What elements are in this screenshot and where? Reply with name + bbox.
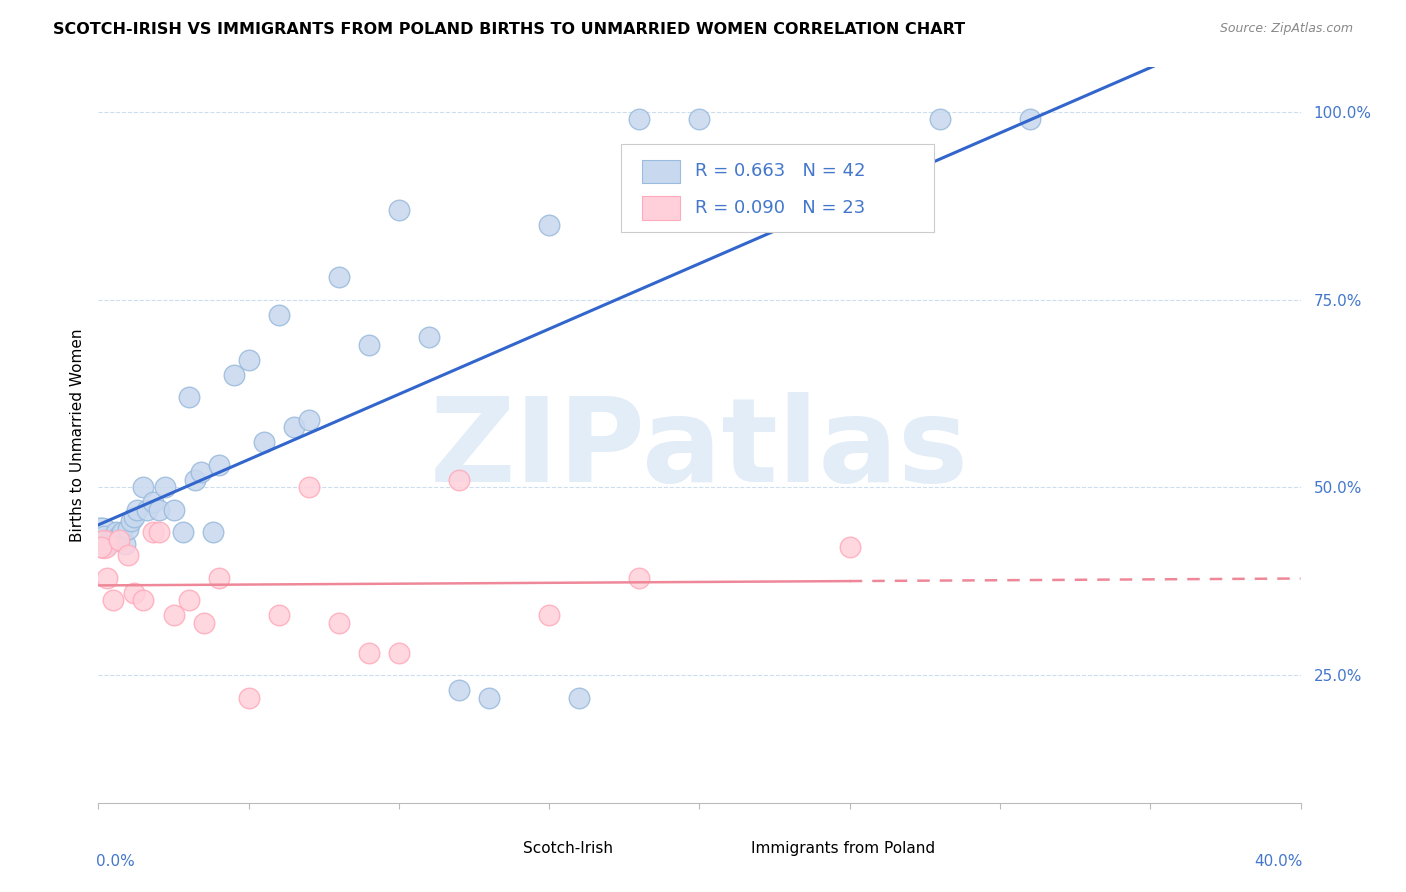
- Text: R = 0.090   N = 23: R = 0.090 N = 23: [695, 199, 865, 217]
- Point: [121, 514, 143, 528]
- Point: [418, 330, 440, 344]
- Point: [929, 112, 952, 127]
- FancyBboxPatch shape: [621, 145, 934, 233]
- Point: [328, 615, 350, 630]
- Point: [628, 570, 651, 584]
- Point: [388, 202, 411, 217]
- Bar: [641, 160, 681, 183]
- Point: [388, 646, 411, 660]
- Point: [148, 503, 170, 517]
- Point: [177, 390, 200, 404]
- Point: [298, 413, 321, 427]
- Point: [208, 458, 231, 472]
- Text: 0.0%: 0.0%: [96, 855, 135, 870]
- Point: [90, 541, 112, 555]
- Point: [100, 533, 122, 547]
- Point: [253, 435, 276, 450]
- Point: [201, 525, 224, 540]
- Point: [96, 570, 118, 584]
- Point: [108, 529, 131, 543]
- Point: [190, 466, 212, 480]
- Point: [183, 473, 205, 487]
- Point: [124, 510, 146, 524]
- Point: [478, 690, 501, 705]
- Point: [114, 537, 136, 551]
- Text: Immigrants from Poland: Immigrants from Poland: [751, 841, 935, 856]
- Text: Scotch-Irish: Scotch-Irish: [523, 841, 613, 856]
- Point: [148, 525, 170, 540]
- Point: [141, 525, 163, 540]
- Point: [141, 495, 163, 509]
- Point: [105, 525, 128, 540]
- Point: [568, 690, 591, 705]
- Point: [124, 585, 146, 599]
- Point: [132, 480, 155, 494]
- Point: [135, 503, 157, 517]
- Point: [447, 683, 470, 698]
- Text: R = 0.663   N = 42: R = 0.663 N = 42: [695, 162, 865, 180]
- Point: [108, 533, 131, 547]
- Point: [172, 525, 194, 540]
- Point: [267, 608, 290, 623]
- Point: [93, 529, 115, 543]
- Text: SCOTCH-IRISH VS IMMIGRANTS FROM POLAND BIRTHS TO UNMARRIED WOMEN CORRELATION CHA: SCOTCH-IRISH VS IMMIGRANTS FROM POLAND B…: [53, 22, 966, 37]
- Point: [153, 480, 176, 494]
- Point: [103, 593, 125, 607]
- Point: [162, 608, 184, 623]
- Text: 40.0%: 40.0%: [1254, 855, 1303, 870]
- Point: [117, 522, 139, 536]
- Point: [357, 646, 380, 660]
- Point: [298, 480, 321, 494]
- Point: [447, 473, 470, 487]
- Bar: [641, 196, 681, 220]
- Point: [538, 218, 561, 232]
- Point: [238, 352, 260, 367]
- Point: [267, 308, 290, 322]
- Point: [127, 503, 149, 517]
- Point: [162, 503, 184, 517]
- Point: [1019, 112, 1042, 127]
- Point: [238, 690, 260, 705]
- Text: ZIPatlas: ZIPatlas: [430, 392, 969, 507]
- Point: [103, 533, 125, 547]
- Point: [177, 593, 200, 607]
- Bar: [481, 840, 520, 856]
- Point: [538, 608, 561, 623]
- Text: Source: ZipAtlas.com: Source: ZipAtlas.com: [1219, 22, 1353, 36]
- Y-axis label: Births to Unmarried Women: Births to Unmarried Women: [69, 328, 84, 541]
- Point: [838, 541, 860, 555]
- Point: [132, 593, 155, 607]
- Point: [111, 525, 134, 540]
- Point: [628, 112, 651, 127]
- Point: [117, 548, 139, 562]
- Point: [193, 615, 215, 630]
- Bar: [709, 840, 749, 856]
- Point: [357, 337, 380, 351]
- Point: [96, 537, 118, 551]
- Point: [328, 270, 350, 285]
- Point: [222, 368, 245, 382]
- Point: [283, 420, 305, 434]
- Point: [208, 570, 231, 584]
- Point: [688, 112, 710, 127]
- Point: [93, 537, 115, 551]
- Point: [90, 529, 112, 543]
